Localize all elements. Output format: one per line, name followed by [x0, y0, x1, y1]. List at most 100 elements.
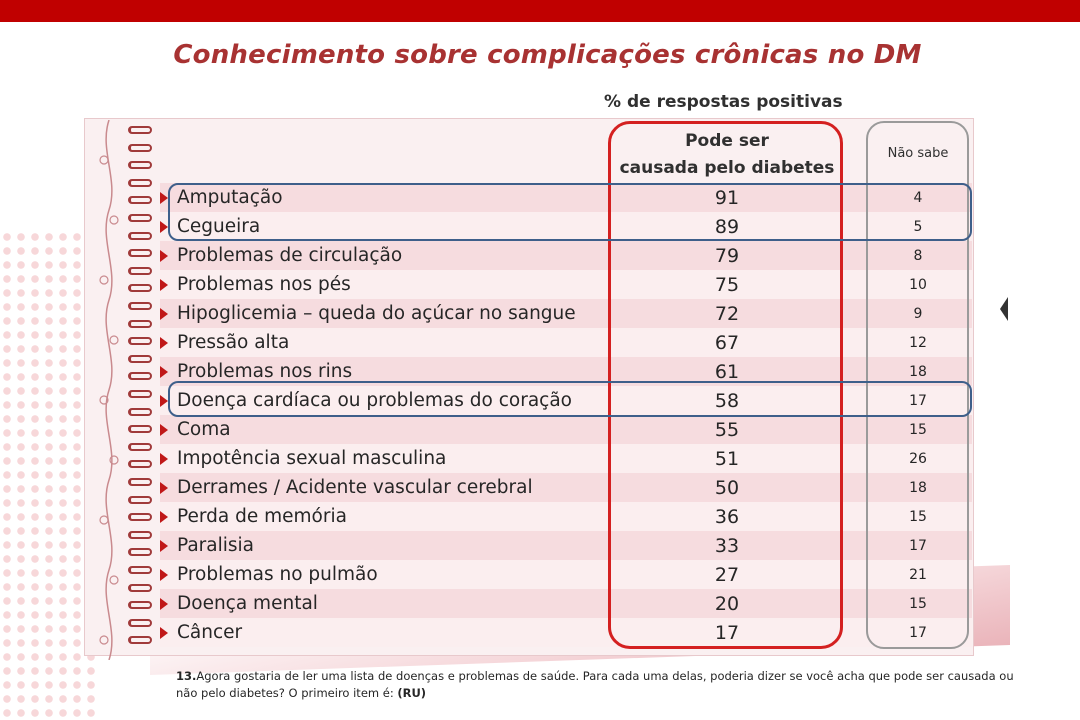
spiral-ring — [128, 319, 152, 328]
spiral-ring — [128, 231, 152, 240]
row-label: Pressão alta — [177, 332, 290, 353]
row-nao-sabe: 26 — [909, 450, 927, 467]
row-label: Doença mental — [177, 593, 318, 614]
spiral-ring — [128, 126, 152, 134]
table-row: Hipoglicemia – queda do açúcar no sangue… — [160, 299, 972, 328]
row-value: 61 — [714, 360, 740, 383]
row-value: 33 — [714, 534, 740, 557]
row-label: Problemas nos pés — [177, 274, 351, 295]
table-row: Problemas nos pés 75 10 — [160, 270, 972, 299]
row-arrow-icon — [160, 539, 168, 552]
footnote-number: 13. — [176, 669, 197, 683]
table-row: Pressão alta 67 12 — [160, 328, 972, 357]
vine-ornament — [99, 120, 119, 660]
table-row: Problemas de circulação 79 8 — [160, 241, 972, 270]
row-value: 50 — [714, 476, 740, 499]
footnote: 13.Agora gostaria de ler uma lista de do… — [176, 668, 1016, 702]
row-nao-sabe: 15 — [909, 595, 927, 612]
table-row: Doença cardíaca ou problemas do coração 5… — [160, 386, 972, 415]
spiral-ring — [128, 530, 152, 539]
row-label: Doença cardíaca ou problemas do coração — [177, 390, 572, 411]
row-arrow-icon — [160, 336, 168, 349]
column-header-line-2: causada pelo diabetes — [619, 158, 835, 178]
row-nao-sabe: 17 — [909, 537, 927, 554]
footnote-code: (RU) — [397, 686, 427, 700]
spiral-ring — [128, 513, 152, 522]
table-row: Cegueira 89 5 — [160, 212, 972, 241]
row-label: Impotência sexual masculina — [177, 448, 447, 469]
row-value: 72 — [714, 302, 740, 325]
row-value: 51 — [714, 447, 740, 470]
row-arrow-icon — [160, 220, 168, 233]
row-label: Derrames / Acidente vascular cerebral — [177, 477, 533, 498]
slide-title: Conhecimento sobre complicações crônicas… — [173, 40, 922, 70]
row-label: Hipoglicemia – queda do açúcar no sangue — [177, 303, 576, 324]
table-row: Doença mental 20 15 — [160, 589, 972, 618]
spiral-ring — [128, 249, 152, 258]
spiral-ring — [128, 143, 152, 152]
spiral-ring — [128, 337, 152, 346]
row-arrow-icon — [160, 365, 168, 378]
spiral-ring — [128, 460, 152, 469]
spiral-ring — [128, 390, 152, 398]
row-arrow-icon — [160, 249, 168, 262]
spiral-ring — [128, 548, 152, 557]
group-header: % de respostas positivas — [604, 92, 843, 112]
row-label: Problemas de circulação — [177, 245, 403, 266]
spiral-ring — [128, 601, 152, 610]
row-arrow-icon — [160, 307, 168, 320]
notebook-spiral — [88, 120, 158, 660]
table-row: Paralisia 33 17 — [160, 531, 972, 560]
row-nao-sabe: 5 — [913, 218, 923, 235]
row-value: 79 — [714, 244, 740, 267]
table-row: Impotência sexual masculina 51 26 — [160, 444, 972, 473]
spiral-ring — [128, 214, 152, 222]
spiral-ring — [128, 266, 152, 275]
spiral-ring — [128, 354, 152, 363]
table-row: Coma 55 15 — [160, 415, 972, 444]
row-nao-sabe: 15 — [909, 421, 927, 438]
row-value: 55 — [714, 418, 740, 441]
row-value: 89 — [714, 215, 740, 238]
row-arrow-icon — [160, 597, 168, 610]
footnote-text: Agora gostaria de ler uma lista de doenç… — [176, 669, 1014, 700]
column-header-caused-by-diabetes: Pode ser causada pelo diabetes — [612, 128, 842, 182]
table-row: Amputação 91 4 — [160, 183, 972, 212]
row-arrow-icon — [160, 394, 168, 407]
row-nao-sabe: 9 — [913, 305, 923, 322]
spiral-ring — [128, 566, 152, 574]
row-arrow-icon — [160, 510, 168, 523]
top-accent-bar — [0, 0, 1080, 22]
spiral-ring — [128, 284, 152, 293]
spiral-ring — [128, 425, 152, 434]
row-nao-sabe: 15 — [909, 508, 927, 525]
row-value: 36 — [714, 505, 740, 528]
spiral-ring — [128, 636, 152, 645]
column-header-nao-sabe: Não sabe — [887, 146, 949, 161]
row-nao-sabe: 21 — [909, 566, 927, 583]
row-arrow-icon — [160, 568, 168, 581]
spiral-ring — [128, 442, 152, 451]
spiral-ring — [128, 161, 152, 170]
row-arrow-icon — [160, 626, 168, 639]
row-arrow-icon — [160, 191, 168, 204]
row-nao-sabe: 10 — [909, 276, 927, 293]
table-row: Câncer 17 17 — [160, 618, 972, 647]
column-header-line-1: Pode ser — [685, 131, 769, 151]
row-label: Problemas no pulmão — [177, 564, 378, 585]
spiral-ring — [128, 178, 152, 187]
row-value: 58 — [714, 389, 740, 412]
spiral-ring — [128, 372, 152, 381]
row-nao-sabe: 18 — [909, 479, 927, 496]
spiral-ring — [128, 495, 152, 504]
row-nao-sabe: 8 — [913, 247, 923, 264]
highlight-box-top-rows — [168, 183, 972, 241]
spiral-ring — [128, 407, 152, 416]
row-value: 75 — [714, 273, 740, 296]
table-row: Perda de memória 36 15 — [160, 502, 972, 531]
row-label: Problemas nos rins — [177, 361, 353, 382]
row-label: Amputação — [177, 187, 283, 208]
spiral-ring — [128, 618, 152, 627]
row-nao-sabe: 17 — [909, 624, 927, 641]
row-value: 20 — [714, 592, 740, 615]
